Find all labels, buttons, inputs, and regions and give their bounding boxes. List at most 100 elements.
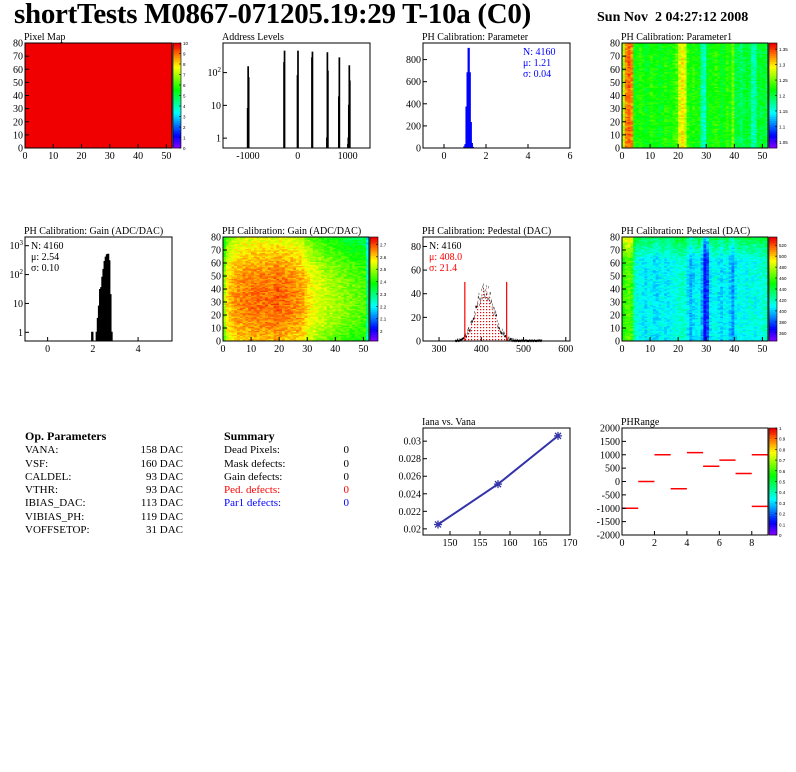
x-tick-label: 0 [442,151,447,162]
heatmap-cell [53,145,57,148]
heatmap-cell [27,81,32,83]
heatmap-cell [64,113,68,116]
heatmap-cell [56,107,60,110]
heatmap-cell [33,62,37,65]
heatmap-cell [58,61,63,64]
heatmap-cell [39,64,43,66]
heatmap-cell [75,85,80,87]
chart-title: Pixel Map [24,32,65,43]
heatmap-cell [25,70,29,73]
heatmap-cell [36,61,40,64]
heatmap-cell [25,83,29,86]
heatmap-cell [84,127,88,129]
heatmap-cell [44,75,49,78]
heatmap-cell [30,96,34,99]
heatmap-cell [61,108,65,111]
colorbar-cell [173,95,181,98]
heatmap-cell [25,117,29,120]
heatmap-cell [39,115,43,117]
heatmap-cell [67,132,71,134]
heatmap-cell [67,125,71,128]
heatmap-cell [75,91,80,94]
heatmap-cell [67,65,71,68]
heatmap-cell [50,58,54,61]
heatmap-cell [78,69,82,71]
heatmap-cell [36,141,40,144]
heatmap-cell [84,50,88,53]
heatmap-cell [56,141,60,144]
heatmap-cell [81,56,85,58]
heatmap-cell [70,138,74,141]
heatmap-cell [39,56,43,58]
heatmap-cell [33,52,37,54]
heatmap-cell [56,46,60,49]
heatmap-cell [56,50,60,53]
heatmap-cell [75,120,80,123]
heatmap-cell [50,87,54,90]
heatmap-cell [61,140,65,142]
heatmap-cell [70,74,74,77]
heatmap-cell [78,44,82,47]
heatmap-cell [44,69,49,71]
heatmap-cell [50,145,54,148]
colorbar-tick-label: 9 [183,52,186,57]
heatmap-cell [67,75,71,78]
heatmap-cell [30,124,34,127]
heatmap-cell [67,133,71,136]
heatmap-cell [90,136,94,138]
y-tick-label: 10 [13,130,23,141]
heatmap-cell [81,127,85,129]
heatmap-cell [36,112,40,115]
heatmap-cell [84,64,88,66]
heatmap-cell [53,81,57,83]
heatmap-cell [27,56,32,58]
heatmap-cell [30,78,34,81]
heatmap-cell [53,123,57,125]
heatmap-cell [87,54,91,57]
heatmap-cell [75,71,80,74]
heatmap-cell [50,62,54,65]
heatmap-cell [67,98,71,100]
heatmap-cell [25,140,29,142]
heatmap-cell [53,62,57,65]
heatmap-cell [78,134,82,137]
heatmap-cell [50,85,54,87]
heatmap-cell [70,109,74,112]
heatmap-cell [73,54,77,57]
heatmap-cell [47,106,51,108]
heatmap-cell [73,141,77,144]
heatmap-cell [70,61,74,64]
heatmap-cell [25,75,29,78]
heatmap-cell [87,98,91,100]
heatmap-cell [58,86,63,89]
heatmap-cell [47,145,51,148]
heatmap-cell [73,96,77,99]
heatmap-cell [64,120,68,123]
heatmap-cell [87,77,91,79]
heatmap-cell [81,141,85,144]
heatmap-cell [33,95,37,98]
heatmap-cell [25,45,29,48]
heatmap-cell [25,121,29,124]
heatmap-cell [39,117,43,120]
heatmap-cell [47,78,51,81]
heatmap-cell [58,88,63,91]
heatmap-cell [36,127,40,129]
heatmap-cell [78,95,82,98]
heatmap-cell [70,141,74,144]
heatmap-cell [30,112,34,115]
heatmap-cell [81,61,85,64]
heatmap-cell [64,65,68,68]
heatmap-cell [47,129,51,132]
heatmap-cell [33,136,37,138]
heatmap-cell [41,91,46,94]
heatmap-cell [27,75,32,78]
heatmap-cell [75,73,80,75]
heatmap-cell [56,133,60,136]
heatmap-cell [30,129,34,132]
heatmap-cell [33,57,37,60]
heatmap-cell [30,65,34,68]
heatmap-cell [27,49,32,52]
heatmap-cell [44,49,49,52]
heatmap-cell [39,69,43,71]
